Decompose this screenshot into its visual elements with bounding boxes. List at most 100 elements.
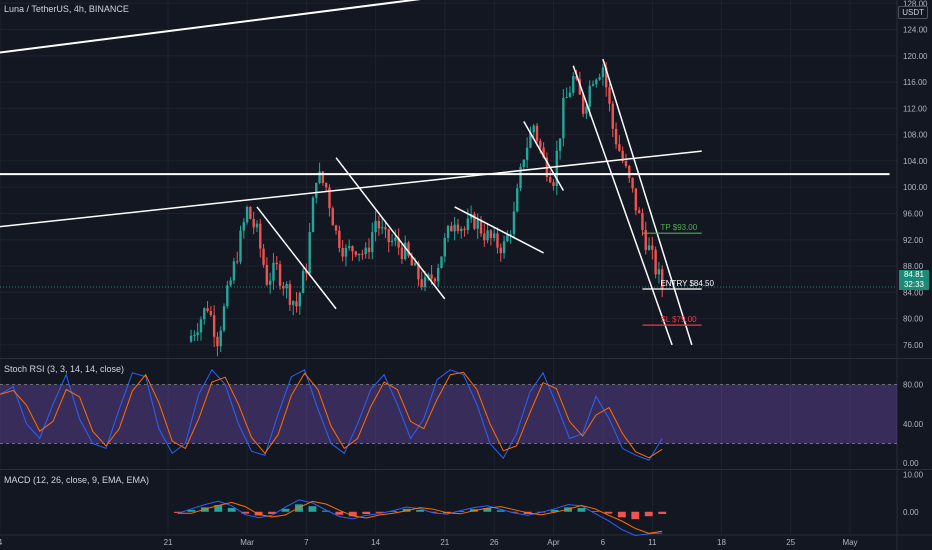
candle-body	[443, 237, 446, 257]
candle-body	[196, 332, 199, 335]
macd-hist-bar	[173, 511, 182, 513]
y-tick-label: 108.00	[903, 131, 928, 140]
candle-body	[460, 228, 463, 232]
rsi-band	[0, 384, 897, 444]
candle-body	[565, 97, 568, 99]
stoch-k-line	[0, 368, 663, 461]
macd-hist-bar	[496, 510, 505, 512]
level-label: TP $93.00	[660, 223, 697, 232]
candle-body	[354, 251, 358, 256]
candle-body	[222, 306, 226, 331]
candle-body	[407, 242, 410, 256]
stoch-d-line	[0, 371, 663, 459]
trendline	[335, 157, 446, 300]
candle-body	[397, 237, 400, 248]
candle-body	[209, 311, 213, 316]
candle-body	[473, 213, 476, 229]
macd-hist-bar	[510, 511, 519, 513]
candle-body	[242, 222, 245, 231]
candle-body	[440, 256, 443, 268]
candle-body	[255, 223, 259, 228]
candle-body	[371, 232, 374, 253]
macd-hist-bar	[335, 511, 344, 515]
macd-title: MACD (12, 26, close, 9, EMA, EMA)	[4, 475, 150, 485]
candle-body	[436, 267, 440, 282]
stoch-rsi-title: Stoch RSI (3, 3, 14, 14, close)	[4, 364, 125, 374]
candle-body	[315, 182, 318, 198]
macd-tick-label: 0.00	[903, 508, 919, 517]
trendline	[0, 0, 421, 54]
macd-hist-bar	[214, 505, 223, 512]
x-tick-label: 26	[490, 538, 499, 547]
macd-tick-label: 10.00	[903, 471, 924, 480]
macd-hist-bar	[456, 511, 465, 512]
macd-hist-bar	[577, 508, 586, 512]
x-tick-label: 21	[164, 538, 173, 547]
candle-body	[476, 219, 479, 229]
candle-body	[483, 233, 486, 241]
y-tick-label: 92.00	[903, 236, 924, 245]
candle-body	[357, 253, 361, 256]
candle-body	[404, 242, 407, 260]
candle-body	[331, 208, 334, 226]
candle-body	[608, 87, 611, 104]
rsi-tick-label: 80.00	[903, 381, 924, 390]
trendline	[454, 206, 544, 254]
candle-body	[199, 319, 203, 333]
candle-body	[328, 187, 331, 209]
candle-body	[588, 85, 591, 107]
candle-body	[410, 255, 414, 266]
trendline	[0, 150, 702, 228]
candle-body	[456, 224, 460, 232]
macd-line	[177, 499, 663, 537]
candle-body	[575, 76, 578, 80]
candle-body	[433, 278, 437, 282]
candle-body	[272, 262, 275, 281]
candle-body	[275, 262, 278, 265]
candle-body	[189, 335, 193, 342]
x-tick-label: Mar	[240, 538, 254, 547]
candle-body	[413, 262, 417, 266]
y-tick-label: 128.00	[903, 0, 928, 8]
candle-body	[506, 234, 509, 242]
x-tick-label: Apr	[547, 538, 560, 547]
candle-body	[361, 253, 364, 255]
candle-body	[236, 261, 239, 263]
candle-body	[486, 230, 489, 241]
candle-body	[621, 150, 624, 162]
candle-body	[595, 79, 598, 85]
candle-body	[450, 225, 453, 232]
currency-badge[interactable]: USDT	[898, 6, 928, 19]
candle-body	[298, 292, 302, 307]
x-tick-label: 21	[440, 538, 449, 547]
x-tick-label: 7	[304, 538, 309, 547]
candle-body	[206, 308, 209, 312]
trendline	[602, 58, 693, 346]
candle-body	[572, 76, 575, 93]
pane-separator-price[interactable]	[0, 358, 932, 359]
y-tick-label: 104.00	[903, 157, 928, 166]
candle-body	[292, 301, 295, 305]
pane-separator-rsi[interactable]	[0, 469, 932, 470]
candle-body	[634, 188, 638, 211]
y-tick-label: 84.00	[903, 288, 924, 297]
rsi-tick-label: 40.00	[903, 420, 924, 429]
candle-body	[288, 284, 292, 305]
candle-body	[282, 285, 285, 289]
x-tick-label: 14	[371, 538, 380, 547]
macd-hist-bar	[254, 511, 263, 516]
macd-hist-bar	[348, 511, 357, 517]
candle-body	[562, 97, 565, 139]
candle-body	[265, 264, 269, 285]
candle-body	[539, 140, 542, 148]
candle-body	[654, 249, 657, 275]
candle-body	[624, 161, 628, 166]
macd-hist-bar	[631, 511, 640, 520]
candle-body	[558, 138, 562, 151]
macd-hist-bar	[308, 506, 317, 512]
candle-body	[525, 147, 529, 160]
candle-body	[542, 147, 545, 158]
candle-body	[367, 247, 371, 253]
candle-body	[479, 219, 483, 234]
